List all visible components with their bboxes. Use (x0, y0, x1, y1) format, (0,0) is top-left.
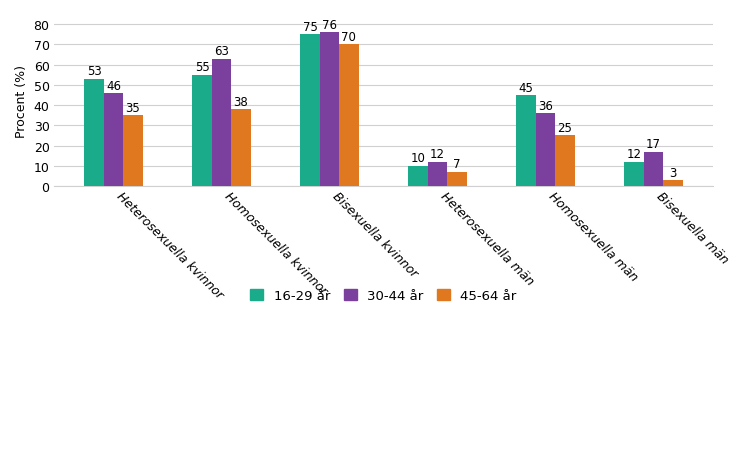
Text: 36: 36 (538, 100, 553, 112)
Text: 38: 38 (234, 96, 248, 109)
Bar (104, 94, 123, 187)
Bar (624, 162, 644, 187)
Text: 46: 46 (106, 79, 121, 92)
Text: 7: 7 (453, 158, 461, 171)
Bar (84, 79, 104, 187)
Text: 75: 75 (302, 21, 317, 34)
Text: 76: 76 (322, 19, 337, 32)
Text: 12: 12 (430, 148, 445, 161)
Text: 10: 10 (411, 152, 426, 165)
Bar (644, 152, 663, 187)
Bar (231, 110, 250, 187)
Bar (428, 162, 447, 187)
Text: 55: 55 (195, 61, 209, 74)
Text: 3: 3 (669, 166, 677, 179)
Bar (447, 172, 466, 187)
Bar (320, 33, 339, 187)
Bar (663, 180, 683, 187)
Text: 63: 63 (214, 45, 229, 58)
Y-axis label: Procent (%): Procent (%) (15, 64, 28, 137)
Bar (212, 60, 231, 187)
Bar (339, 45, 359, 187)
Bar (535, 114, 555, 187)
Text: 45: 45 (519, 81, 533, 94)
Bar (123, 116, 143, 187)
Bar (517, 96, 535, 187)
Text: 35: 35 (126, 101, 141, 115)
Text: 12: 12 (626, 148, 641, 161)
Bar (555, 136, 575, 187)
Text: 70: 70 (341, 31, 356, 44)
Bar (193, 76, 212, 187)
Legend: 16-29 år, 30-44 år, 45-64 år: 16-29 år, 30-44 år, 45-64 år (244, 282, 523, 308)
Text: 53: 53 (86, 65, 102, 78)
Bar (300, 35, 320, 187)
Bar (408, 166, 428, 187)
Text: 17: 17 (646, 138, 661, 151)
Text: 25: 25 (557, 122, 572, 135)
